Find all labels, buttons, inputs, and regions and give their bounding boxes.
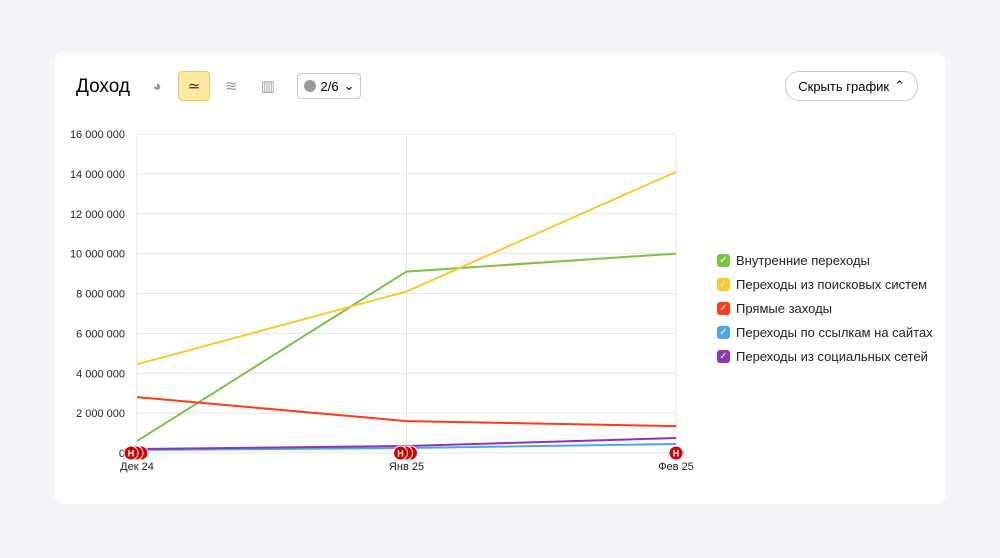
y-tick-label: 0 xyxy=(119,448,125,460)
x-tick-label: Янв 25 xyxy=(389,461,424,473)
checkbox-checked-icon: ✓ xyxy=(717,253,730,267)
hide-chart-label: Скрыть график xyxy=(798,78,890,94)
legend-label: Переходы из социальных сетей xyxy=(736,348,928,364)
bar-chart-icon: ▥ xyxy=(260,78,276,95)
annotation-marker xyxy=(668,445,684,461)
annotation-marker xyxy=(123,445,139,461)
line-chart-button[interactable]: ≃ xyxy=(178,71,210,101)
legend-item[interactable]: ✓ Внутренние переходы xyxy=(717,248,933,272)
chevron-down-icon: ⌄ xyxy=(343,78,355,93)
area-chart-button[interactable]: ≋ xyxy=(215,71,247,101)
area-chart-icon: ≋ xyxy=(224,78,238,95)
legend-item[interactable]: ✓ Переходы по ссылкам на сайтах xyxy=(717,320,933,344)
page-title: Доход xyxy=(76,76,130,97)
annotation-label: Н xyxy=(673,449,680,459)
bar-chart-button[interactable]: ▥ xyxy=(252,71,284,101)
line-chart: 0 2 000 000 4 000 000 6 000 000 8 000 000 10 … xyxy=(70,129,694,473)
checkbox-checked-icon: ✓ xyxy=(717,349,730,363)
y-tick-label: 16 000 000 xyxy=(70,129,125,141)
x-tick-label: Фев 25 xyxy=(658,461,694,473)
y-tick-label: 10 000 000 xyxy=(70,249,125,261)
legend-item[interactable]: ✓ Прямые заходы xyxy=(717,296,933,320)
notes-count: 2/6 xyxy=(320,78,339,94)
annotation-label: Н xyxy=(128,449,135,459)
y-tick-label: 4 000 000 xyxy=(76,368,125,380)
notes-dropdown[interactable]: 2/6 ⌄ xyxy=(297,73,361,99)
pie-chart-icon: ◕ xyxy=(152,77,162,95)
hide-chart-button[interactable]: Скрыть график ⌃ xyxy=(785,71,918,101)
revenue-card: Доход ◕ ≃ ≋ ▥ 2/6 ⌄ Скрыть график ⌃ 0 2 000… xyxy=(54,54,946,504)
line-chart-icon: ≃ xyxy=(187,78,201,95)
series-line xyxy=(136,252,677,442)
legend-label: Внутренние переходы xyxy=(736,252,870,268)
legend-label: Переходы по ссылкам на сайтах xyxy=(736,324,933,340)
legend: ✓ Внутренние переходы ✓ Переходы из поисков… xyxy=(717,248,933,368)
pie-chart-button[interactable]: ◕ xyxy=(141,71,173,101)
annotation-label: Н xyxy=(397,449,404,459)
series-line xyxy=(136,170,677,366)
y-tick-label: 2 000 000 xyxy=(76,408,125,420)
legend-item[interactable]: ✓ Переходы из социальных сетей xyxy=(717,344,933,368)
y-tick-label: 8 000 000 xyxy=(76,289,125,301)
annotation-marker xyxy=(393,445,408,461)
x-tick-label: Дек 24 xyxy=(120,461,154,473)
legend-label: Переходы из поисковых систем xyxy=(736,276,928,292)
checkbox-checked-icon: ✓ xyxy=(717,301,730,315)
checkbox-checked-icon: ✓ xyxy=(717,277,730,291)
legend-item[interactable]: ✓ Переходы из поисковых систем xyxy=(717,272,933,296)
y-tick-label: 14 000 000 xyxy=(70,169,125,181)
comment-icon xyxy=(303,80,316,92)
chevron-up-icon: ⌃ xyxy=(894,78,905,93)
series-line xyxy=(136,396,677,428)
legend-label: Прямые заходы xyxy=(736,300,833,316)
y-tick-label: 12 000 000 xyxy=(70,209,125,221)
checkbox-checked-icon: ✓ xyxy=(717,325,730,339)
y-tick-label: 6 000 000 xyxy=(76,328,125,340)
